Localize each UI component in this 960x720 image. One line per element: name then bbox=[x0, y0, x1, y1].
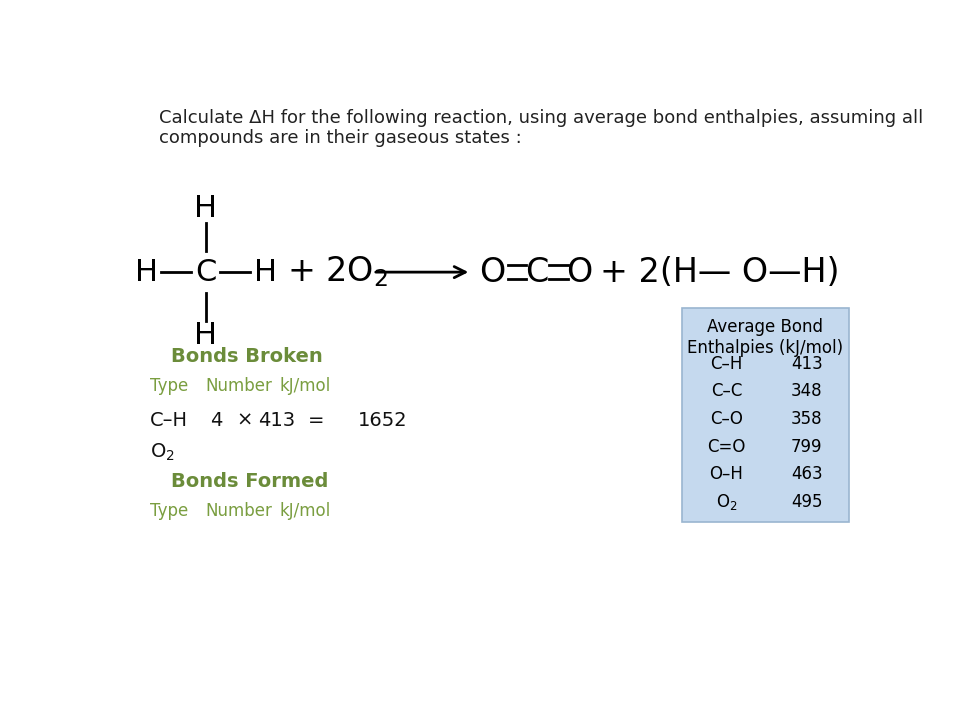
Text: kJ/mol: kJ/mol bbox=[280, 377, 331, 395]
Text: O: O bbox=[479, 256, 505, 289]
Text: 358: 358 bbox=[791, 410, 823, 428]
Text: 4: 4 bbox=[210, 410, 223, 430]
Text: 799: 799 bbox=[791, 438, 823, 456]
Text: 413: 413 bbox=[791, 354, 823, 373]
Text: 463: 463 bbox=[791, 465, 823, 484]
FancyBboxPatch shape bbox=[682, 308, 849, 521]
Text: + 2O$_2$: + 2O$_2$ bbox=[287, 255, 389, 289]
Text: ×: × bbox=[237, 410, 253, 430]
Text: C–H: C–H bbox=[150, 410, 188, 430]
Text: C–H: C–H bbox=[710, 354, 742, 373]
Text: Number: Number bbox=[205, 377, 273, 395]
Text: Bonds Broken: Bonds Broken bbox=[171, 347, 323, 366]
Text: C=O: C=O bbox=[708, 438, 746, 456]
Text: 348: 348 bbox=[791, 382, 823, 400]
Text: Average Bond
Enthalpies (kJ/mol): Average Bond Enthalpies (kJ/mol) bbox=[687, 318, 844, 357]
Text: O$_2$: O$_2$ bbox=[150, 441, 175, 462]
Text: C: C bbox=[525, 256, 548, 289]
Text: O: O bbox=[566, 256, 592, 289]
Text: H: H bbox=[253, 258, 276, 287]
Text: O$_2$: O$_2$ bbox=[715, 492, 737, 512]
Text: O–H: O–H bbox=[709, 465, 743, 484]
Text: Bonds Formed: Bonds Formed bbox=[171, 472, 328, 491]
Text: 495: 495 bbox=[791, 493, 823, 511]
Text: 1652: 1652 bbox=[358, 410, 408, 430]
Text: C–C: C–C bbox=[710, 382, 742, 400]
Text: =: = bbox=[307, 410, 324, 430]
Text: Number: Number bbox=[205, 503, 273, 520]
Text: H: H bbox=[194, 321, 217, 351]
Text: Calculate ΔH for the following reaction, using average bond enthalpies, assuming: Calculate ΔH for the following reaction,… bbox=[159, 109, 924, 148]
Text: + 2(H— O—H): + 2(H— O—H) bbox=[600, 256, 839, 289]
Text: C: C bbox=[195, 258, 216, 287]
Text: kJ/mol: kJ/mol bbox=[280, 503, 331, 520]
Text: C–O: C–O bbox=[710, 410, 743, 428]
Text: Type: Type bbox=[150, 377, 188, 395]
Text: Type: Type bbox=[150, 503, 188, 520]
Text: H: H bbox=[194, 194, 217, 223]
Text: H: H bbox=[134, 258, 157, 287]
Text: 413: 413 bbox=[257, 410, 295, 430]
